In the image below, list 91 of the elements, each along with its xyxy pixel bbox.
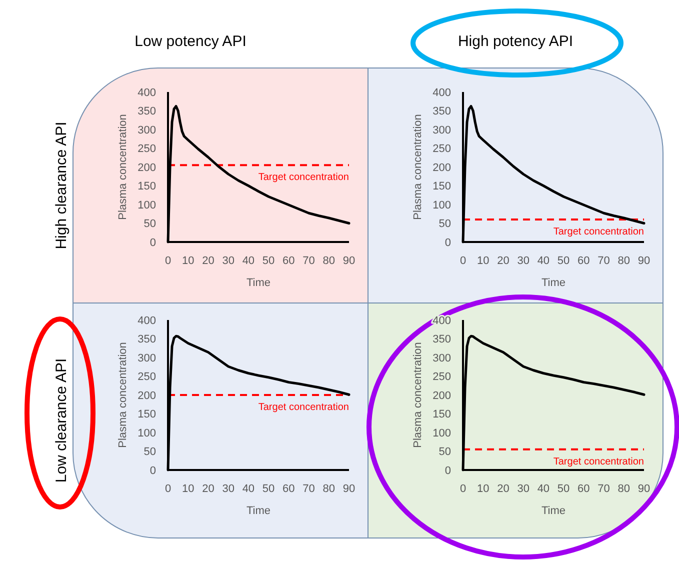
text: Low clearance API <box>53 358 70 483</box>
x-tick-label: 80 <box>322 255 336 267</box>
y-tick-label: 350 <box>138 106 156 118</box>
x-axis-title: Time <box>541 277 566 289</box>
y-tick-label: 150 <box>432 180 451 193</box>
y-axis-title: Plasma concentration <box>412 114 424 220</box>
x-tick-label: 40 <box>242 255 255 267</box>
x-tick-label: 90 <box>638 483 650 495</box>
y-tick-label: 350 <box>138 334 156 346</box>
x-tick-label: 90 <box>638 255 650 267</box>
y-tick-label: 200 <box>432 390 451 402</box>
x-tick-label: 60 <box>282 255 295 267</box>
x-tick-label: 0 <box>460 255 466 267</box>
y-axis-title: Plasma concentration <box>117 114 129 220</box>
x-tick-label: 70 <box>302 255 315 267</box>
y-axis-title: Plasma concentration <box>412 342 424 448</box>
y-tick-label: 0 <box>150 464 156 477</box>
x-tick-label: 0 <box>164 483 172 495</box>
text: High clearance API <box>53 122 70 250</box>
x-axis-title: Time <box>246 505 271 517</box>
ref-line-label: Target concentration <box>258 172 349 184</box>
x-tick-label: 40 <box>537 255 550 267</box>
x-tick-label: 0 <box>164 255 172 267</box>
y-tick-label: 100 <box>138 199 156 212</box>
y-tick-label: 200 <box>432 162 451 174</box>
y-tick-label: 350 <box>432 106 451 118</box>
y-tick-label: 0 <box>150 236 156 249</box>
y-tick-label: 300 <box>432 352 451 364</box>
y-tick-label: 300 <box>432 124 451 136</box>
y-tick-label: 150 <box>138 180 156 193</box>
text: High potency API <box>458 33 574 50</box>
x-tick-label: 10 <box>476 255 490 267</box>
x-tick-label: 70 <box>302 483 315 495</box>
y-tick-label: 400 <box>138 86 156 99</box>
y-tick-label: 350 <box>432 334 451 346</box>
y-tick-label: 200 <box>138 390 156 402</box>
y-tick-label: 250 <box>138 143 156 156</box>
x-tick-label: 30 <box>517 483 530 495</box>
y-tick-label: 250 <box>432 371 451 384</box>
x-tick-label: 30 <box>222 255 234 267</box>
x-tick-label: 60 <box>578 255 590 267</box>
y-tick-label: 150 <box>138 408 156 421</box>
x-axis-title: Time <box>541 505 566 517</box>
y-tick-label: 100 <box>432 427 451 440</box>
x-tick-label: 30 <box>222 483 234 495</box>
x-tick-label: 20 <box>202 255 214 267</box>
x-tick-label: 80 <box>322 483 336 495</box>
y-tick-label: 250 <box>432 143 451 156</box>
x-tick-label: 0 <box>460 483 466 495</box>
x-tick-label: 50 <box>262 255 275 267</box>
y-tick-label: 150 <box>432 408 451 421</box>
ref-line-label: Target concentration <box>553 456 644 468</box>
x-tick-label: 90 <box>342 483 356 495</box>
x-tick-label: 40 <box>242 483 255 495</box>
y-tick-label: 200 <box>138 162 156 174</box>
y-tick-label: 50 <box>144 446 156 458</box>
x-tick-label: 20 <box>497 255 510 267</box>
x-tick-label: 50 <box>262 483 275 495</box>
x-tick-label: 10 <box>476 483 490 495</box>
x-tick-label: 50 <box>557 483 570 495</box>
x-tick-label: 90 <box>342 255 356 267</box>
x-tick-label: 60 <box>282 483 295 495</box>
x-tick-label: 20 <box>202 483 214 495</box>
y-tick-label: 50 <box>438 446 451 458</box>
ref-line-label: Target concentration <box>258 402 349 413</box>
y-axis-title: Plasma concentration <box>117 342 129 448</box>
x-axis-title: Time <box>246 277 271 289</box>
x-tick-label: 70 <box>598 483 610 495</box>
y-tick-label: 50 <box>144 218 156 230</box>
y-tick-label: 100 <box>138 427 156 440</box>
y-tick-label: 100 <box>432 199 451 212</box>
y-tick-label: 0 <box>444 464 451 477</box>
x-tick-label: 50 <box>557 255 570 267</box>
y-tick-label: 50 <box>438 218 451 230</box>
text: Low potency API <box>134 33 246 50</box>
y-tick-label: 400 <box>432 86 451 99</box>
x-tick-label: 30 <box>517 255 530 267</box>
y-tick-label: 250 <box>138 371 156 384</box>
x-tick-label: 70 <box>598 255 610 267</box>
x-tick-label: 80 <box>618 483 630 495</box>
x-tick-label: 60 <box>578 483 590 495</box>
x-tick-label: 10 <box>182 255 194 267</box>
x-tick-label: 40 <box>537 483 550 495</box>
ref-line-label: Target concentration <box>553 226 644 238</box>
y-tick-label: 0 <box>444 236 451 249</box>
y-tick-label: 400 <box>138 314 156 327</box>
x-tick-label: 10 <box>182 483 194 495</box>
x-tick-label: 20 <box>497 483 510 495</box>
x-tick-label: 80 <box>618 255 630 267</box>
y-tick-label: 300 <box>138 352 156 364</box>
y-tick-label: 300 <box>138 124 156 136</box>
